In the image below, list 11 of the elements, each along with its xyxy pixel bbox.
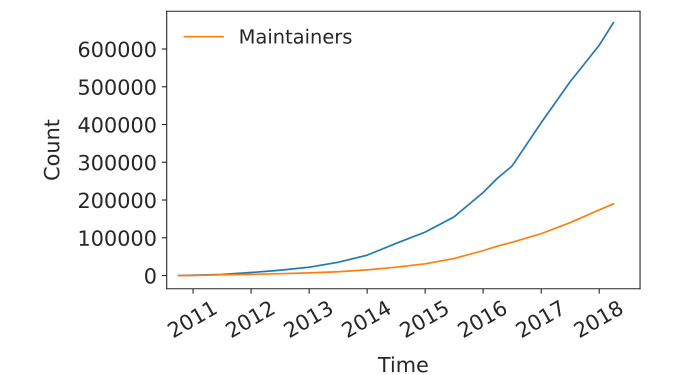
y-tick-label: 200000 bbox=[78, 192, 156, 208]
line-series bbox=[178, 202, 614, 276]
legend-label: Maintainers bbox=[240, 28, 352, 44]
y-tick-label: 300000 bbox=[79, 154, 156, 170]
y-tick-label: 600000 bbox=[78, 41, 156, 58]
y-axis-title: Count bbox=[44, 120, 60, 180]
x-axis-title: Time bbox=[378, 356, 428, 372]
y-tick-label: 400000 bbox=[78, 116, 156, 133]
y-tick-label: 100000 bbox=[80, 230, 156, 246]
y-tick-label: 500000 bbox=[79, 79, 156, 95]
y-tick-label: 0 bbox=[145, 268, 156, 284]
